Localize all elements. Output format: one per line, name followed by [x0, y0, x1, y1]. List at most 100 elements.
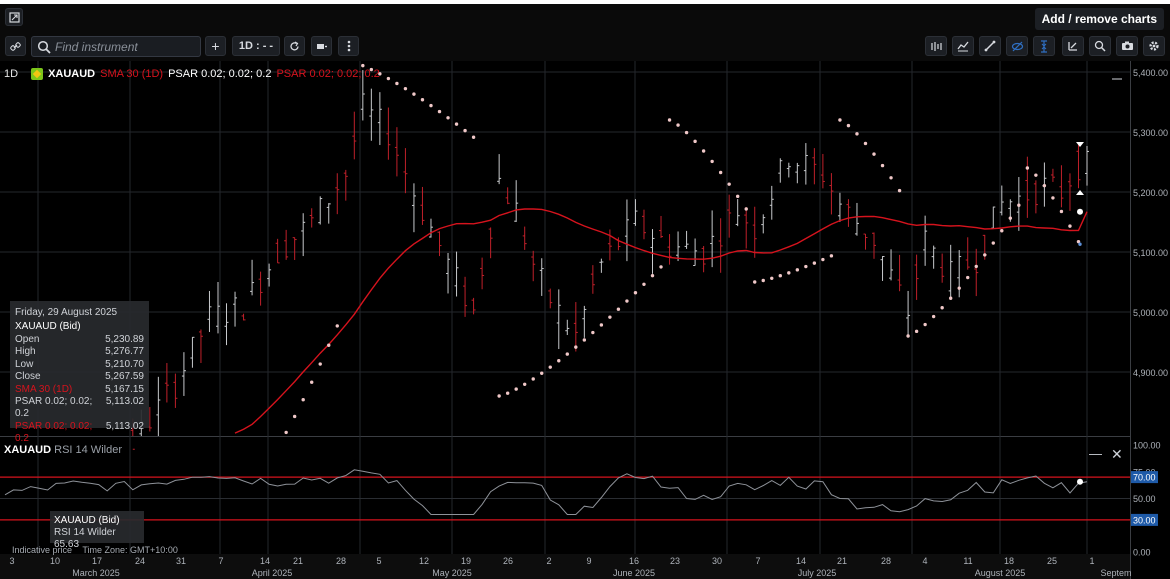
psar-dot: [838, 118, 842, 122]
window-icon[interactable]: [5, 8, 23, 26]
window-bar: Add / remove charts: [0, 4, 1170, 33]
info-symbol: XAUAUD (Bid): [15, 321, 81, 332]
zoom-icon[interactable]: [1089, 36, 1111, 56]
rsi-last-dot: [1077, 478, 1083, 485]
psar-dot: [310, 380, 314, 384]
sma-line: [234, 208, 1088, 434]
time-month-label: March 2025: [72, 568, 120, 578]
info-row-label: Low: [15, 358, 34, 370]
psar-dot: [829, 254, 834, 258]
psar-dot: [335, 324, 339, 328]
price-tick-label: 5,300.00: [1133, 128, 1168, 138]
chart-type-icon[interactable]: [952, 36, 974, 56]
psar-dot: [676, 123, 680, 127]
psar-dot: [463, 128, 467, 133]
sma-last-dot: [1077, 208, 1083, 215]
psar-dot: [625, 299, 629, 303]
time-day-label: 1: [1089, 556, 1094, 566]
indicators-icon[interactable]: [925, 36, 947, 56]
psar-dot: [753, 280, 757, 284]
symbol-label[interactable]: XAUAUD: [48, 68, 96, 80]
time-day-label: 19: [461, 556, 471, 566]
indicative-price-label: Indicative price: [12, 545, 73, 555]
psar-dot: [931, 314, 936, 319]
psar-dot: [821, 257, 825, 262]
psar-dot: [1042, 183, 1047, 188]
camera-icon[interactable]: [1116, 36, 1138, 56]
time-day-label: 24: [135, 556, 145, 566]
psar-dot: [1017, 203, 1021, 207]
psar-dot: [548, 365, 552, 369]
rsi-symbol: XAUAUD: [4, 444, 52, 456]
time-day-label: 4: [922, 556, 927, 566]
time-day-label: 7: [755, 556, 760, 566]
psar-dot: [437, 109, 442, 114]
price-chart[interactable]: 5,400.00 5,300.00 5,200.00 5,100.00 5,000.00…: [0, 61, 1170, 579]
psar-dot: [906, 334, 910, 338]
psar-dot: [880, 163, 885, 168]
psar-dot: [846, 123, 851, 128]
psar-dot: [565, 352, 569, 356]
time-day-label: 7: [218, 556, 223, 566]
draw-line-icon[interactable]: [979, 36, 1001, 56]
psar-dot: [684, 130, 689, 135]
price-tick-label: 5,000.00: [1133, 308, 1168, 318]
instrument-search[interactable]: [31, 36, 201, 57]
psar-dot: [923, 322, 927, 327]
sma-label[interactable]: SMA 30 (1D): [100, 68, 164, 80]
sync-icon[interactable]: [284, 36, 305, 56]
psar-dot: [855, 132, 859, 136]
psar-dot: [327, 343, 331, 347]
time-day-label: 10: [50, 556, 60, 566]
info-row-value: 5,267.59: [105, 371, 144, 383]
psar-dot: [744, 207, 748, 211]
info-row-label: High: [15, 346, 36, 358]
psar-dot: [378, 72, 382, 76]
psar-dot: [412, 92, 416, 96]
pen-icon[interactable]: [1062, 36, 1084, 56]
bar-type-icon[interactable]: [311, 36, 332, 56]
crosshair-icon[interactable]: [1033, 36, 1055, 56]
add-remove-charts-button[interactable]: Add / remove charts: [1034, 8, 1164, 30]
info-row-value: 5,113.02: [105, 396, 144, 408]
psar-dot: [659, 265, 663, 269]
interval-selector[interactable]: 1D : - -: [232, 36, 280, 56]
time-day-label: 18: [1004, 556, 1014, 566]
psar-dot: [446, 116, 450, 120]
close-icon[interactable]: ✕: [1111, 446, 1123, 462]
psar-dot: [616, 307, 621, 311]
psar-label[interactable]: PSAR 0.02; 0.02; 0.2: [168, 68, 272, 80]
time-day-label: 12: [419, 556, 429, 566]
time-day-label: 14: [260, 556, 270, 566]
psar-dot: [386, 76, 391, 81]
info-row: PSAR 0.02; 0.02; 0.2 5,113.02: [15, 396, 144, 421]
psar-dot: [1008, 216, 1013, 220]
price-tick-label: 5,400.00: [1133, 68, 1168, 78]
psar-dot: [718, 170, 723, 175]
time-day-label: 21: [293, 556, 303, 566]
search-icon: [37, 40, 51, 54]
psar-label-red[interactable]: PSAR 0.02; 0.02; 0.2: [276, 68, 380, 80]
psar-dot: [787, 271, 791, 275]
rsi-indicator-label[interactable]: RSI 14 Wilder: [54, 444, 122, 456]
time-month-label: June 2025: [613, 568, 655, 578]
search-input[interactable]: [55, 39, 185, 54]
minimize-icon[interactable]: —: [1089, 446, 1102, 461]
info-row: SMA 30 (1D) 5,167.15: [15, 384, 144, 396]
time-day-label: 16: [629, 556, 639, 566]
add-indicator-button[interactable]: +: [205, 36, 226, 56]
eye-hide-icon[interactable]: [1006, 36, 1028, 56]
info-row: Open 5,230.89: [15, 334, 144, 346]
psar-dot: [872, 152, 876, 156]
psar-dot: [735, 194, 740, 199]
psar-dot: [991, 241, 995, 245]
psar-dot: [403, 86, 408, 91]
more-vert-icon[interactable]: [338, 36, 359, 56]
psar-dot: [591, 330, 595, 335]
info-row-value: 5,210.70: [105, 358, 144, 370]
time-day-label: 28: [336, 556, 346, 566]
link-icon[interactable]: [5, 36, 26, 56]
footnote: Indicative price Time Zone: GMT+10:00: [12, 545, 186, 555]
info-row: Close 5,267.59: [15, 371, 144, 383]
gear-icon[interactable]: [1143, 36, 1165, 56]
